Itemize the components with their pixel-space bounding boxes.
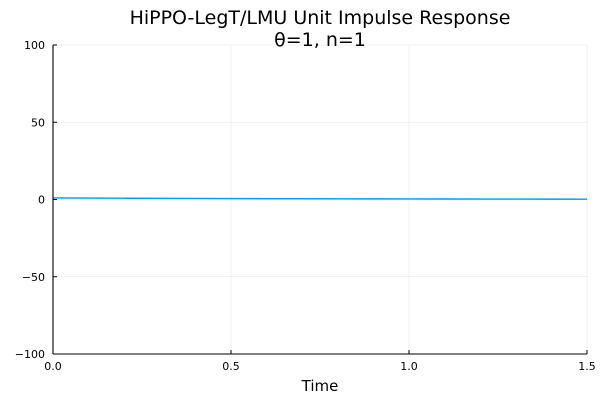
chart-subtitle: θ=1, n=1 — [274, 29, 366, 51]
x-tick-label-1: 0.5 — [222, 360, 240, 373]
y-tick-label-4: 100 — [24, 39, 45, 52]
series-layer — [52, 197, 588, 200]
x-tick-label-2: 1.0 — [400, 360, 418, 373]
y-tick-label-1: −50 — [22, 271, 45, 284]
x-tick-label-3: 1.5 — [578, 360, 596, 373]
x-tick-label-0: 0.0 — [44, 360, 62, 373]
y-tick-label-3: 50 — [31, 116, 45, 129]
y-tick-label-0: −100 — [15, 348, 45, 361]
x-axis-label: Time — [301, 377, 339, 395]
series-line-0 — [52, 197, 588, 200]
axis-layer: 0.0 0.5 1.0 1.5 −100 −50 0 50 100 — [15, 39, 596, 373]
chart-title: HiPPO-LegT/LMU Unit Impulse Response — [130, 7, 511, 29]
y-tick-label-2: 0 — [38, 194, 45, 207]
